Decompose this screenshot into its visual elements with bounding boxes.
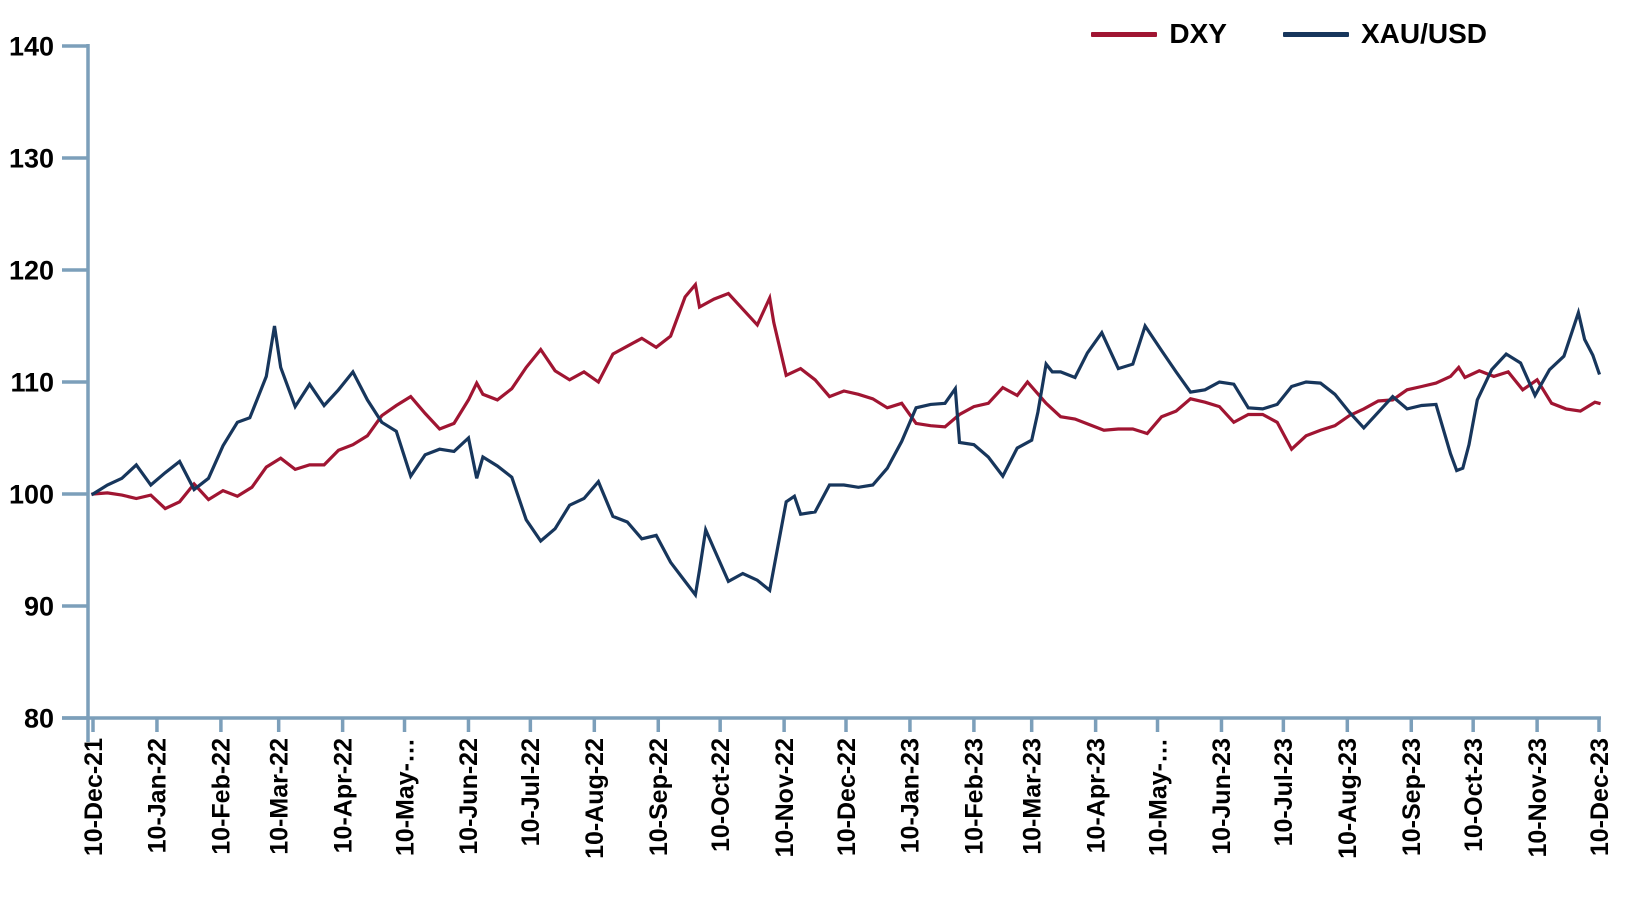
x-axis-label: 10-Jul-22 [517, 738, 545, 846]
x-axis-label: 10-Mar-22 [265, 738, 293, 855]
y-axis-label: 120 [9, 255, 54, 285]
xau-usd-line [90, 306, 1602, 599]
y-axis-label: 90 [24, 591, 54, 621]
x-axis-label: 10-Dec-22 [833, 738, 861, 856]
legend: DXY XAU/USD [1091, 18, 1487, 50]
legend-line-swatch [1091, 31, 1158, 37]
x-axis-label: 10-May-… [1144, 738, 1172, 856]
y-axis-label: 130 [9, 143, 54, 173]
y-axis-label: 110 [10, 367, 54, 397]
x-axis-label: 10-Jan-22 [144, 738, 172, 853]
legend-line-swatch [1282, 31, 1349, 37]
y-axis-label: 140 [9, 31, 54, 61]
x-axis-label: 10-Nov-23 [1524, 738, 1552, 858]
legend-label: DXY [1169, 18, 1227, 49]
legend-label: XAU/USD [1360, 18, 1487, 49]
x-axis-label: 10-Sep-22 [645, 738, 673, 856]
x-axis-label: 10-Apr-22 [329, 738, 357, 853]
x-axis-label: 10-May-… [391, 738, 419, 856]
x-axis-label: 10-Mar-23 [1018, 738, 1046, 855]
x-axis-label: 10-Jun-22 [455, 738, 483, 855]
x-axis-label: 10-Aug-23 [1334, 738, 1362, 859]
x-axis-label: 10-Feb-22 [208, 738, 236, 855]
y-axis-label: 100 [9, 479, 54, 509]
x-axis-label: 10-Oct-22 [707, 738, 735, 852]
dxy-line [91, 280, 1601, 511]
x-axis-label: 10-Jan-23 [897, 738, 925, 853]
legend-item-xau-usd: XAU/USD [1282, 18, 1487, 50]
x-axis-label: 10-Jun-23 [1208, 738, 1236, 855]
x-axis-label: 10-Apr-23 [1082, 738, 1110, 853]
x-axis-label: 10-Aug-22 [581, 738, 609, 859]
x-axis-label: 10-Nov-22 [771, 738, 799, 858]
x-axis-label: 10-Dec-23 [1586, 738, 1614, 856]
x-axis-label: 10-Dec-21 [80, 738, 108, 856]
x-axis-label: 10-Feb-23 [961, 738, 989, 855]
y-axis-label: 80 [24, 703, 54, 733]
x-axis-label: 10-Sep-23 [1398, 738, 1426, 856]
x-axis-label: 10-Jul-23 [1270, 738, 1298, 846]
legend-item-dxy: DXY [1091, 18, 1227, 50]
x-axis-label: 10-Oct-23 [1460, 738, 1488, 852]
